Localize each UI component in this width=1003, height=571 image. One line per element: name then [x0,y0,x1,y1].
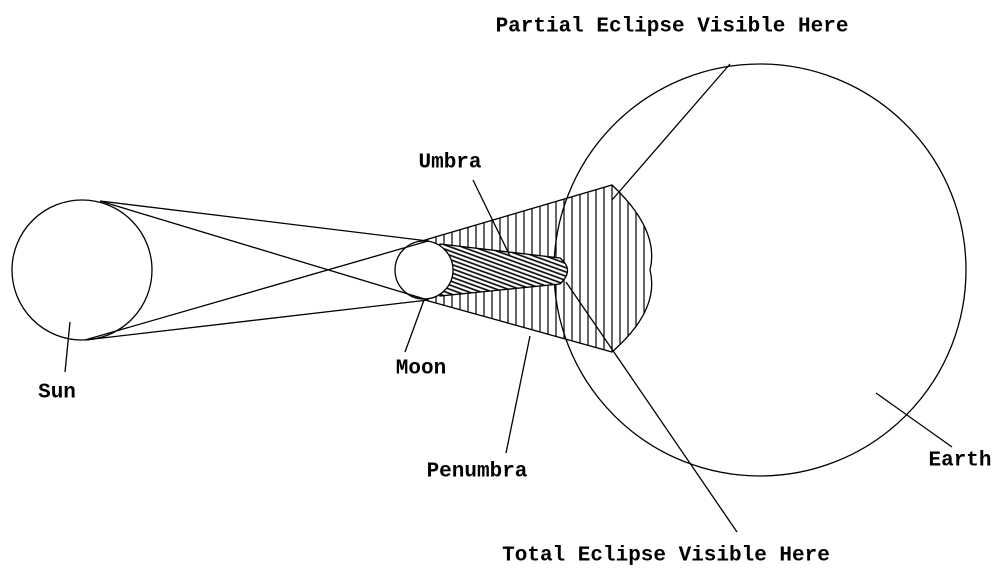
pointer [876,393,952,447]
moon-label: Moon [396,358,446,381]
umbra-label: Umbra [418,152,481,175]
ray [100,201,428,241]
sun-label: Sun [38,382,76,405]
pointer [506,336,530,453]
pointer [566,282,737,532]
total-label: Total Eclipse Visible Here [502,545,830,568]
sun-circle [12,200,152,340]
partial-label: Partial Eclipse Visible Here [496,16,849,39]
penumbra-label: Penumbra [427,461,528,484]
moon-circle [395,241,453,299]
pointer [405,300,424,352]
earth-label: Earth [928,450,991,473]
eclipse-diagram: Partial Eclipse Visible Here Umbra Sun M… [0,0,1003,571]
